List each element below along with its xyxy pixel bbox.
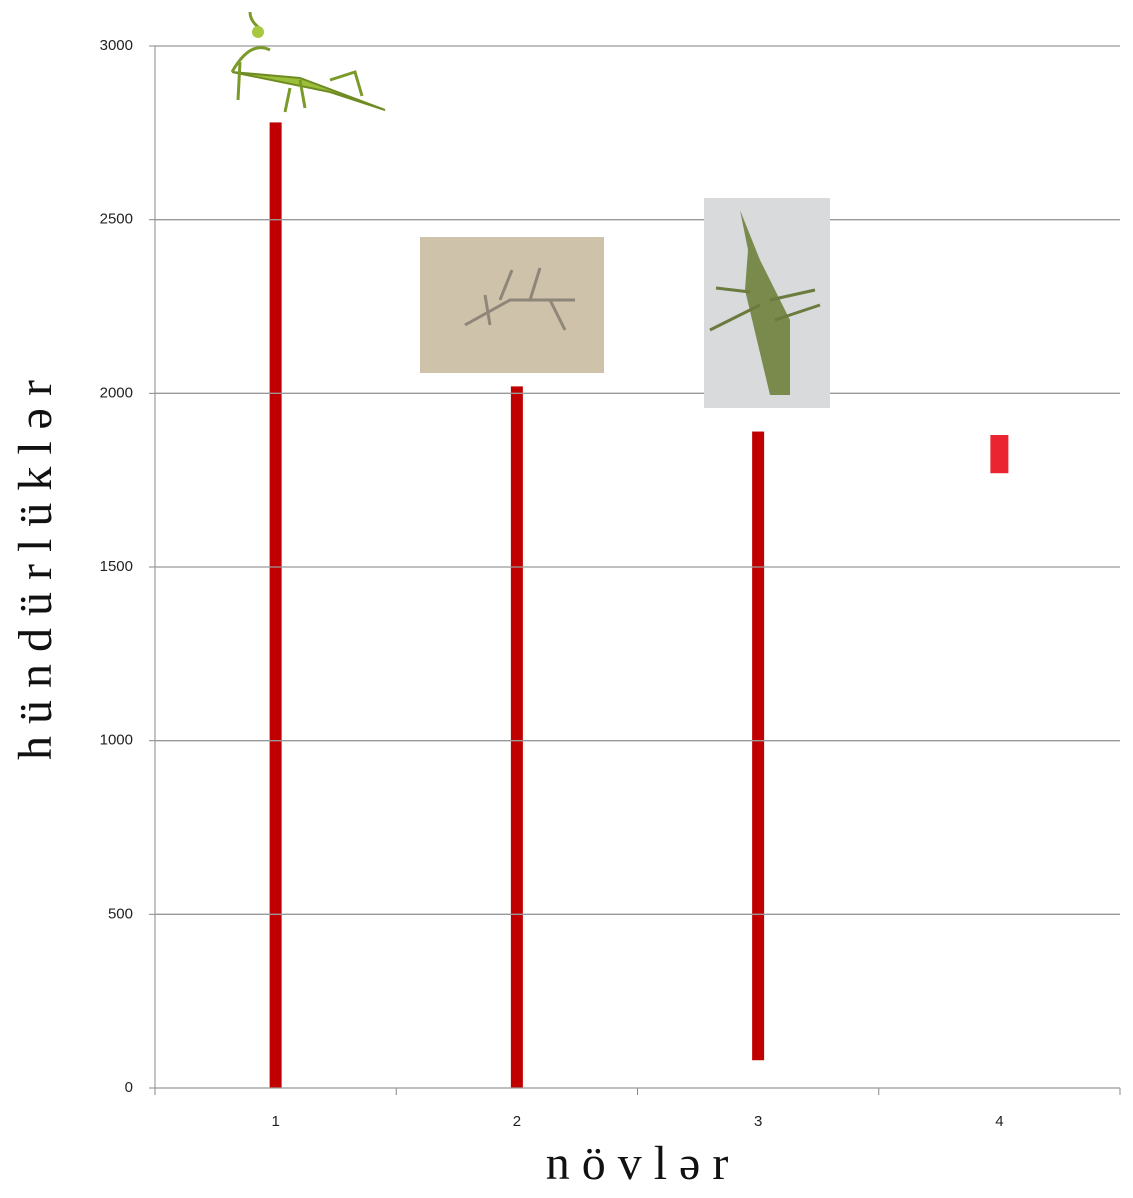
x-tick-label: 3	[754, 1113, 762, 1130]
bar	[511, 386, 523, 1088]
x-axis-title: n ö v l ə r	[546, 1137, 729, 1190]
y-tick-label: 500	[108, 905, 133, 922]
x-tick-label: 1	[271, 1113, 279, 1130]
y-tick-label: 3000	[100, 37, 133, 54]
bar	[270, 122, 282, 1088]
photo-3	[704, 198, 830, 408]
y-tick-label: 1000	[100, 732, 133, 749]
y-axis-title: h ü n d ü r l ü k l ə r	[9, 380, 62, 760]
y-tick-label: 0	[125, 1079, 133, 1096]
photo-1	[232, 12, 385, 112]
x-tick-label: 2	[513, 1113, 521, 1130]
bar	[990, 435, 1008, 473]
bar	[752, 432, 764, 1061]
y-tick-label: 1500	[100, 558, 133, 575]
x-tick-label: 4	[995, 1113, 1003, 1130]
y-tick-label: 2500	[100, 211, 133, 228]
y-tick-label: 2000	[100, 384, 133, 401]
photo-2	[420, 237, 604, 373]
chart: 4 3 2 1 3000 2500 2000 1500 1000 500 0 n ö v l ə r…	[0, 0, 1133, 1198]
